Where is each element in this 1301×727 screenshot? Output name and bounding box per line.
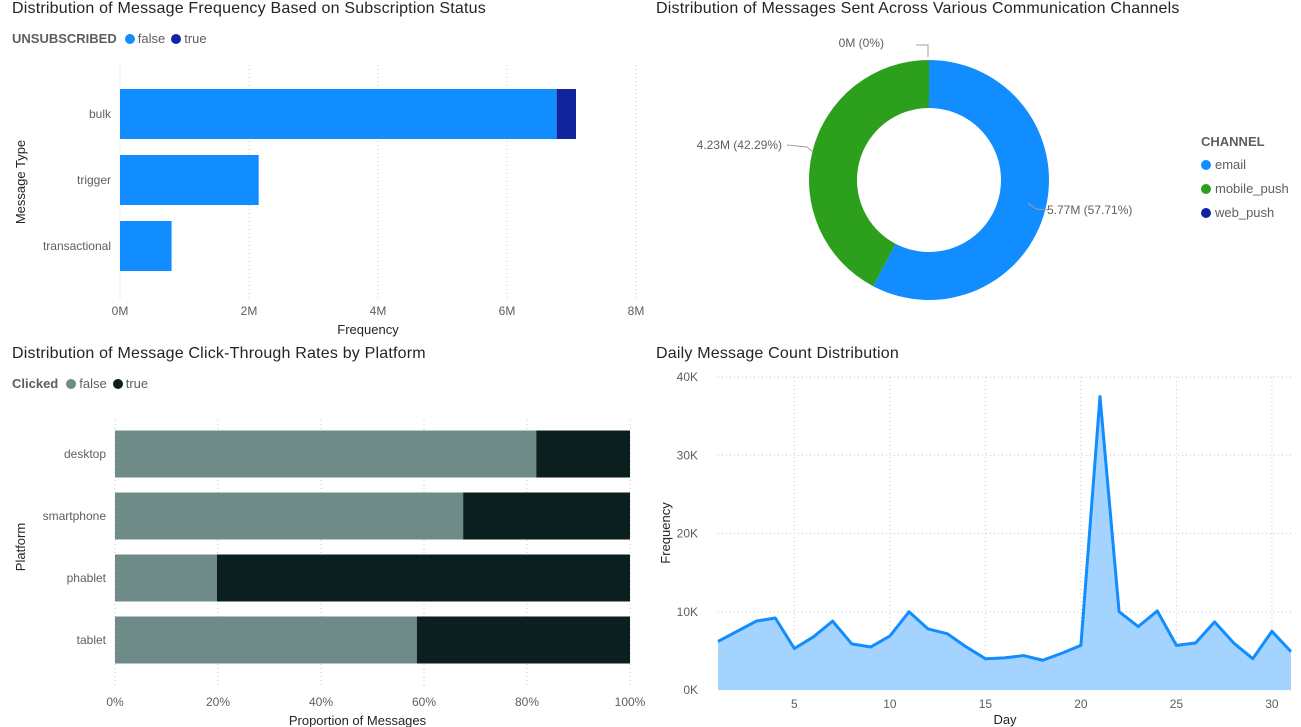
chart3-bar-phablet-true	[216, 554, 630, 602]
legend-dot-icon	[1201, 183, 1211, 194]
chart4-y-tick: 40K	[677, 370, 698, 384]
chart3-bar-tablet-true	[416, 616, 630, 664]
chart2-legend-label: web_push	[1215, 205, 1275, 220]
chart2-legend-label: email	[1215, 157, 1247, 172]
chart1-y-tick: trigger	[77, 173, 111, 187]
chart4-x-tick: 10	[883, 697, 897, 711]
chart1-bar-bulk-false	[120, 89, 557, 139]
chart3-bar-tablet-false	[115, 616, 417, 664]
chart4-svg: 0K 10K 20K 30K 40K 5 10 15 20 25 30 Day Frequency	[658, 370, 1293, 727]
chart2-legend-label: mobile_push	[1215, 181, 1289, 196]
chart3-x-tick: 60%	[412, 695, 436, 709]
chart3-bar-desktop-true	[536, 430, 630, 478]
chart3-x-tick: 40%	[309, 695, 333, 709]
chart4-x-tick: 25	[1170, 697, 1184, 711]
chart1-legend-title: UNSUBSCRIBED	[12, 31, 117, 46]
chart1-bar-transactional-false	[120, 221, 172, 271]
chart3-legend-label: false	[79, 376, 107, 391]
chart3-y-tick: smartphone	[43, 509, 107, 523]
chart1-bar-bulk-true	[556, 89, 577, 139]
legend-dot-icon	[66, 378, 77, 389]
chart2-svg: 5.77M (57.71%) 4.23M (42.29%) 0M (0%)	[697, 36, 1132, 300]
chart4-title: Daily Message Count Distribution	[656, 345, 899, 362]
chart2-title: Distribution of Messages Sent Across Var…	[656, 0, 1180, 17]
chart3-x-tick: 0%	[106, 695, 124, 709]
chart3-bar-smartphone-true	[463, 492, 630, 540]
chart3-y-axis-title: Platform	[13, 523, 28, 571]
chart1-x-tick: 0M	[112, 304, 129, 318]
chart3-legend-label: true	[125, 376, 149, 391]
chart3-bar-smartphone-false	[115, 492, 464, 540]
chart1-y-axis-title: Message Type	[13, 140, 28, 224]
legend-dot-icon	[124, 33, 135, 44]
chart4-x-axis-title: Day	[993, 712, 1017, 727]
chart1-svg: 0M 2M 4M 6M 8M bulk trigger transactional Freque…	[13, 65, 645, 337]
chart2-leader-line	[786, 144, 814, 153]
chart3-legend-item-true[interactable]: true	[112, 376, 149, 391]
chart3-svg: 0% 20% 40% 60% 80% 100% desktop smartphone phabl…	[13, 420, 646, 727]
chart2-legend-item-email[interactable]: email	[1201, 157, 1289, 172]
chart2-leader-line	[1027, 202, 1049, 211]
chart2-data-label: 5.77M (57.71%)	[1047, 203, 1132, 217]
chart4-y-tick: 30K	[677, 448, 698, 462]
chart1-bar-trigger-false	[120, 155, 259, 205]
chart4-y-tick: 20K	[677, 527, 698, 541]
chart4-area-fill	[718, 396, 1291, 690]
chart1-x-tick: 8M	[628, 304, 645, 318]
chart4-series-line	[717, 395, 1293, 662]
chart4-y-tick: 10K	[677, 605, 698, 619]
chart1-legend: UNSUBSCRIBED false true	[12, 31, 213, 46]
chart1-x-tick: 6M	[499, 304, 516, 318]
chart3-bar-desktop-false	[115, 430, 537, 478]
chart1-legend-item-true[interactable]: true	[171, 31, 207, 46]
legend-dot-icon	[112, 378, 123, 389]
chart3-title: Distribution of Message Click-Through Ra…	[12, 345, 426, 362]
chart1-legend-label: false	[137, 31, 166, 46]
chart1-legend-label: true	[184, 31, 207, 46]
chart4-x-tick: 5	[791, 697, 798, 711]
chart3-x-tick: 100%	[615, 695, 646, 709]
chart3-legend-item-false[interactable]: false	[66, 376, 107, 391]
chart3-x-tick: 20%	[206, 695, 230, 709]
chart2-legend-item-web-push[interactable]: web_push	[1201, 205, 1289, 220]
chart4-x-tick: 20	[1074, 697, 1088, 711]
chart1-x-tick: 2M	[241, 304, 258, 318]
chart3-x-axis-title: Proportion of Messages	[289, 713, 427, 727]
chart2-slice-email	[873, 60, 1049, 300]
chart2-legend: CHANNEL email mobile_push web_push	[1201, 134, 1289, 229]
chart1-x-axis-title: Frequency	[337, 322, 399, 337]
legend-dot-icon	[1201, 207, 1211, 218]
chart3-legend: Clicked false true	[12, 376, 154, 391]
chart3-legend-title: Clicked	[12, 376, 59, 391]
chart2-data-label: 0M (0%)	[839, 36, 884, 50]
chart2-data-label: 4.23M (42.29%)	[697, 138, 782, 152]
chart3-y-tick: tablet	[77, 633, 107, 647]
chart2-legend-item-mobile-push[interactable]: mobile_push	[1201, 181, 1289, 196]
chart2-leader-line	[916, 44, 929, 57]
chart1-y-tick: bulk	[89, 107, 112, 121]
chart4-x-tick: 30	[1265, 697, 1279, 711]
chart2-slice-mobile-push	[808, 60, 929, 287]
chart4-y-axis-title: Frequency	[658, 502, 673, 564]
chart3-y-tick: phablet	[67, 571, 107, 585]
chart3-y-tick: desktop	[64, 447, 106, 461]
chart2-legend-title: CHANNEL	[1201, 134, 1265, 149]
chart4-y-tick: 0K	[683, 683, 698, 697]
chart1-title: Distribution of Message Frequency Based …	[12, 0, 486, 17]
chart4-x-tick: 15	[979, 697, 993, 711]
chart3-bar-phablet-false	[115, 554, 217, 602]
chart1-x-tick: 4M	[370, 304, 387, 318]
chart1-legend-item-false[interactable]: false	[124, 31, 166, 46]
legend-dot-icon	[1201, 159, 1211, 170]
chart3-x-tick: 80%	[515, 695, 539, 709]
chart1-y-tick: transactional	[43, 239, 111, 253]
legend-dot-icon	[171, 33, 182, 44]
